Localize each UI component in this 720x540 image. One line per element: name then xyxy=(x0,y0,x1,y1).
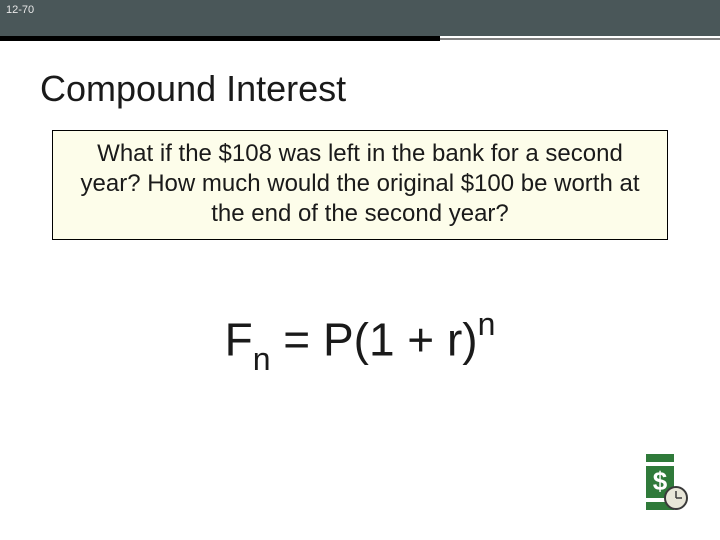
slide-number: 12-70 xyxy=(6,4,34,16)
formula-lhs-base: F xyxy=(225,313,253,365)
underline-right xyxy=(440,38,720,40)
slide-title: Compound Interest xyxy=(40,68,346,110)
dollar-clock-icon: $ xyxy=(640,452,688,512)
header-bar: 12-70 xyxy=(0,0,720,36)
formula-rhs: = P(1 + r) xyxy=(271,313,478,365)
header-underline xyxy=(0,36,720,46)
formula-lhs-sub: n xyxy=(253,341,271,377)
formula-sup: n xyxy=(478,306,496,342)
formula: Fn = P(1 + r)n xyxy=(0,310,720,374)
underline-left xyxy=(0,36,440,41)
svg-text:$: $ xyxy=(653,466,668,496)
question-box: What if the $108 was left in the bank fo… xyxy=(52,130,668,240)
question-text: What if the $108 was left in the bank fo… xyxy=(67,139,653,229)
